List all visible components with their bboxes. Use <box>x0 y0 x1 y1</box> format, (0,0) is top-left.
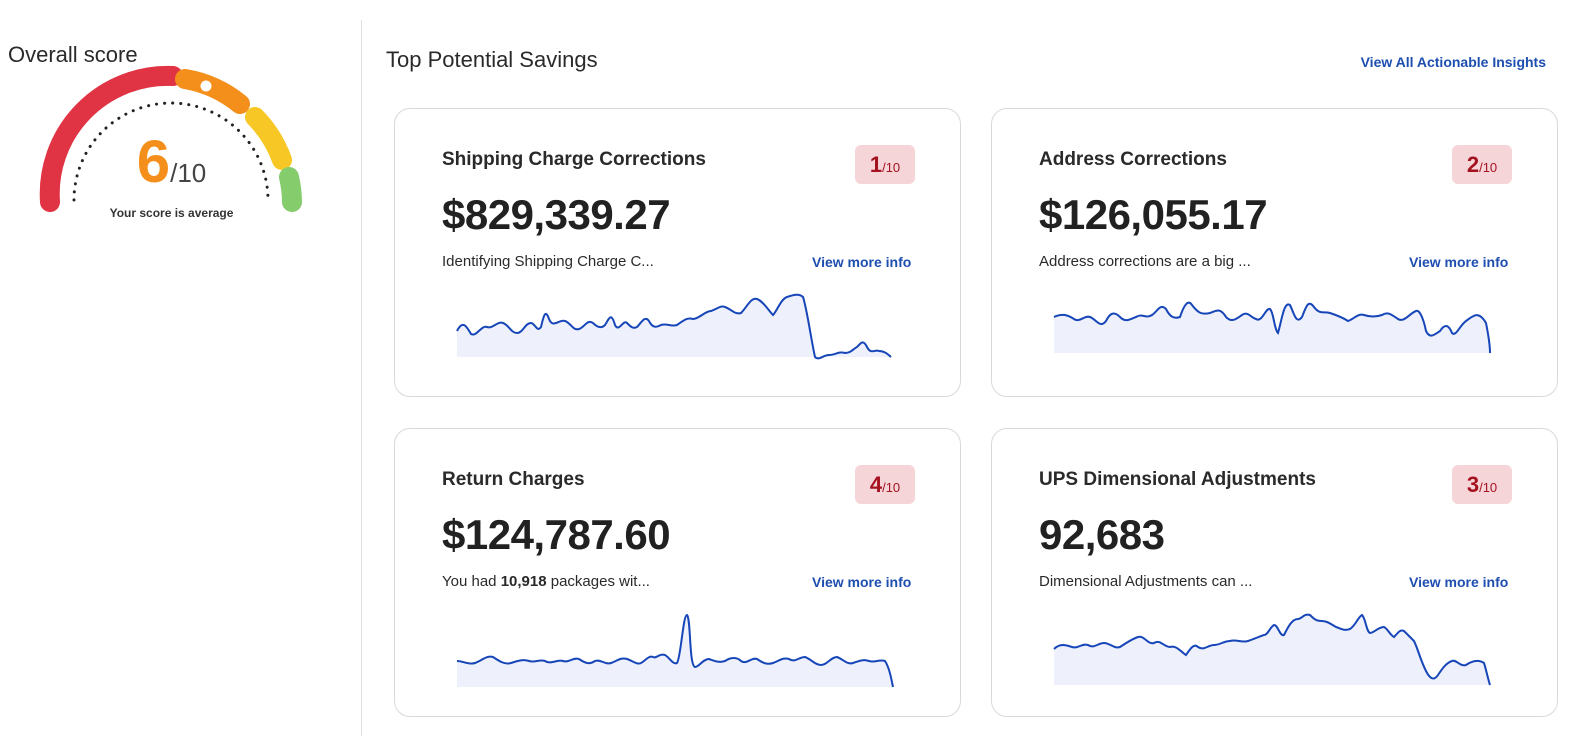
sparkline-line <box>1053 613 1491 686</box>
view-more-info-link[interactable]: View more info <box>1409 254 1509 270</box>
sparkline-area <box>457 294 891 359</box>
rank-value: 3 <box>1466 472 1480 497</box>
rank-badge: 4/10 <box>855 465 915 504</box>
rank-max: /10 <box>1479 160 1498 175</box>
rank-value: 4 <box>869 472 883 497</box>
gauge-inner-dotted-arc <box>72 101 270 202</box>
package-count: 10,918 <box>500 573 547 590</box>
savings-amount: $124,787.60 <box>442 511 671 558</box>
sparkline-area <box>457 615 893 687</box>
description-text: packages wit... <box>546 573 650 590</box>
sparkline <box>456 613 894 688</box>
savings-card-return-charges: Return Charges 4/10 $124,787.60 You had … <box>394 428 961 717</box>
panel-divider <box>361 20 362 736</box>
sparkline-line <box>1053 301 1491 354</box>
gauge-pointer-icon <box>197 77 215 95</box>
rank-max: /10 <box>882 480 901 495</box>
card-title: Address Corrections <box>1039 149 1227 170</box>
card-description: You had 10,918 packages wit... <box>442 573 650 590</box>
rank-badge: 2/10 <box>1452 145 1512 184</box>
gauge-segment-green <box>279 167 302 212</box>
card-description: Dimensional Adjustments can ... <box>1039 573 1253 590</box>
view-more-info-link[interactable]: View more info <box>1409 574 1509 590</box>
gauge-segment-red <box>39 65 183 212</box>
sparkline-area <box>1054 302 1490 353</box>
overall-score-title: Overall score <box>8 42 138 67</box>
score-max: /10 <box>170 158 207 188</box>
overall-score-panel: Overall score 6/10 Your score is average <box>0 0 362 736</box>
card-title: Shipping Charge Corrections <box>442 149 706 170</box>
rank-value: 1 <box>869 152 883 177</box>
sparkline <box>1053 613 1491 686</box>
savings-amount: $126,055.17 <box>1039 191 1268 238</box>
score-gauge <box>39 65 302 212</box>
savings-card-ups-dimensional-adjustments: UPS Dimensional Adjustments 3/10 92,683 … <box>991 428 1558 717</box>
view-more-info-link[interactable]: View more info <box>812 574 912 590</box>
sparkline <box>456 293 892 360</box>
score-caption: Your score is average <box>109 206 234 220</box>
rank-max: /10 <box>1479 480 1498 495</box>
savings-card-shipping-charge-corrections: Shipping Charge Corrections 1/10 $829,33… <box>394 108 961 397</box>
section-title: Top Potential Savings <box>386 47 598 72</box>
score-value: 6 <box>136 128 171 195</box>
savings-amount: 92,683 <box>1039 511 1165 558</box>
card-title: Return Charges <box>442 469 585 490</box>
rank-value: 2 <box>1466 152 1480 177</box>
savings-card-address-corrections: Address Corrections 2/10 $126,055.17 Add… <box>991 108 1558 397</box>
sparkline-line <box>456 293 892 360</box>
rank-badge: 1/10 <box>855 145 915 184</box>
sparkline <box>1053 301 1491 354</box>
sparkline-line <box>456 613 894 688</box>
view-all-insights-link[interactable]: View All Actionable Insights <box>1360 54 1546 70</box>
card-title: UPS Dimensional Adjustments <box>1039 469 1316 490</box>
description-text: You had <box>442 573 501 590</box>
score-display: 6/10 <box>0 132 343 192</box>
card-description: Address corrections are a big ... <box>1039 253 1251 270</box>
sparkline-area <box>1054 614 1490 685</box>
card-description: Identifying Shipping Charge C... <box>442 253 654 270</box>
gauge-segment-yellow <box>245 107 292 170</box>
view-more-info-link[interactable]: View more info <box>812 254 912 270</box>
rank-badge: 3/10 <box>1452 465 1512 504</box>
savings-amount: $829,339.27 <box>442 191 671 238</box>
rank-max: /10 <box>882 160 901 175</box>
